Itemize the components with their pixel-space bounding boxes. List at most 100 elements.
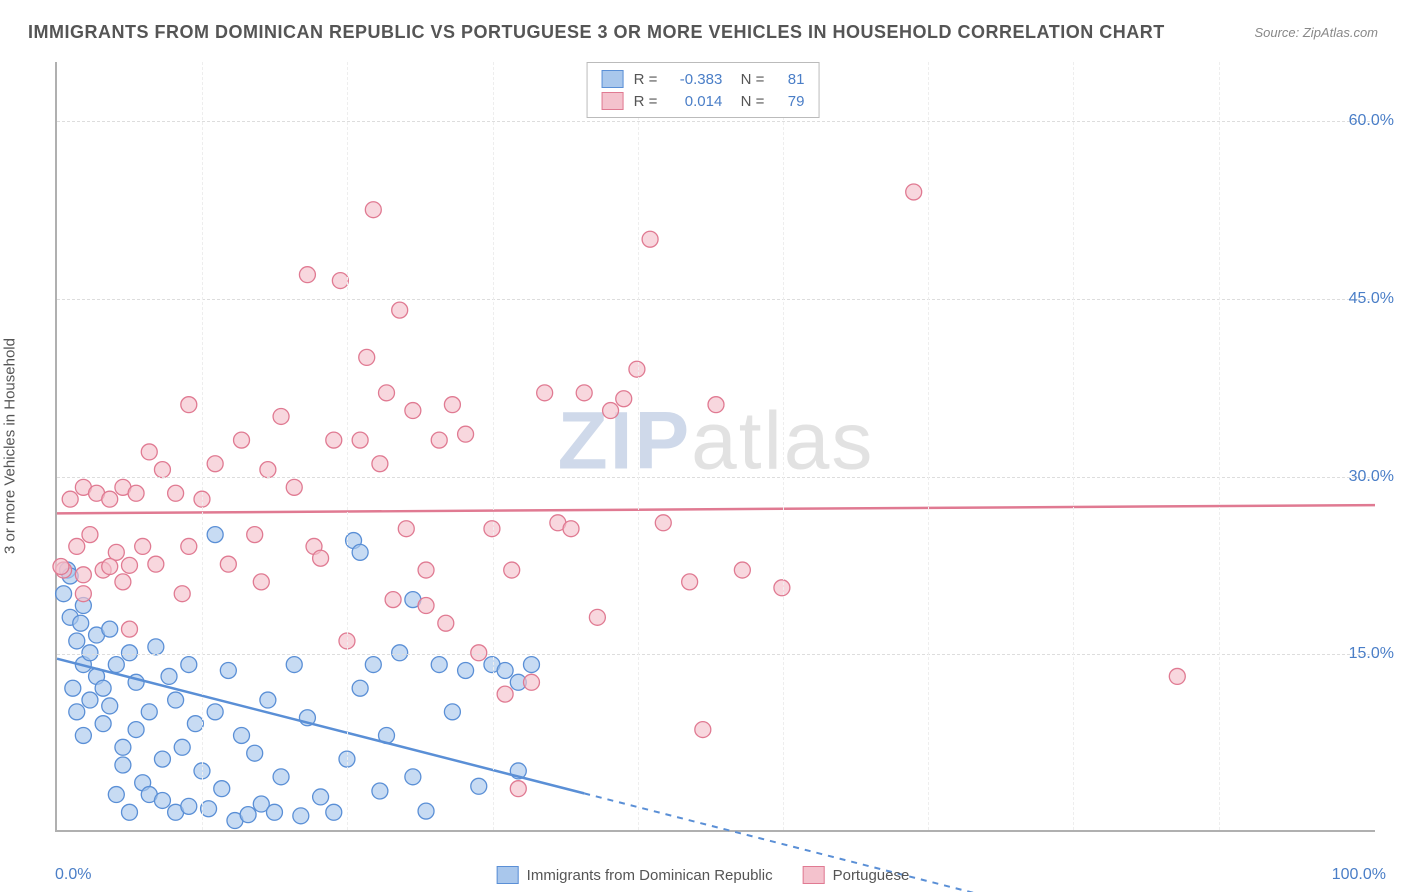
scatter-point bbox=[286, 657, 302, 673]
scatter-point bbox=[438, 615, 454, 631]
scatter-point bbox=[392, 645, 408, 661]
legend-stat-row: R =0.014 N =79 bbox=[602, 90, 805, 112]
scatter-point bbox=[266, 804, 282, 820]
scatter-point bbox=[187, 716, 203, 732]
scatter-point bbox=[73, 615, 89, 631]
y-tick-label: 60.0% bbox=[1349, 112, 1394, 130]
scatter-point bbox=[379, 385, 395, 401]
scatter-point bbox=[286, 479, 302, 495]
legend-series-item: Portuguese bbox=[803, 866, 910, 884]
scatter-point bbox=[82, 645, 98, 661]
scatter-point bbox=[352, 432, 368, 448]
scatter-point bbox=[273, 408, 289, 424]
scatter-point bbox=[247, 745, 263, 761]
scatter-point bbox=[115, 757, 131, 773]
plot-svg bbox=[57, 62, 1375, 830]
scatter-point bbox=[207, 704, 223, 720]
legend-r-label: R = bbox=[634, 93, 658, 110]
gridline-h bbox=[57, 477, 1375, 478]
gridline-v bbox=[1219, 62, 1220, 830]
scatter-point bbox=[181, 397, 197, 413]
legend-series-label: Portuguese bbox=[833, 867, 910, 884]
chart-title: IMMIGRANTS FROM DOMINICAN REPUBLIC VS PO… bbox=[28, 22, 1165, 43]
scatter-point bbox=[431, 657, 447, 673]
scatter-point bbox=[168, 485, 184, 501]
scatter-point bbox=[247, 527, 263, 543]
scatter-point bbox=[135, 538, 151, 554]
legend-swatch bbox=[803, 866, 825, 884]
scatter-point bbox=[115, 739, 131, 755]
scatter-point bbox=[313, 550, 329, 566]
plot-area: ZIPatlas bbox=[55, 62, 1375, 832]
scatter-point bbox=[444, 704, 460, 720]
scatter-point bbox=[122, 645, 138, 661]
scatter-point bbox=[214, 781, 230, 797]
scatter-point bbox=[161, 668, 177, 684]
scatter-point bbox=[62, 491, 78, 507]
scatter-point bbox=[504, 562, 520, 578]
scatter-point bbox=[82, 527, 98, 543]
scatter-point bbox=[56, 586, 72, 602]
scatter-point bbox=[365, 657, 381, 673]
scatter-point bbox=[1169, 668, 1185, 684]
legend-series: Immigrants from Dominican Republic Portug… bbox=[497, 866, 910, 884]
legend-r-value: -0.383 bbox=[667, 71, 722, 88]
y-tick-label: 15.0% bbox=[1349, 645, 1394, 663]
legend-n-value: 81 bbox=[774, 71, 804, 88]
scatter-point bbox=[458, 663, 474, 679]
scatter-point bbox=[95, 716, 111, 732]
x-tick-min: 0.0% bbox=[55, 866, 91, 884]
scatter-point bbox=[253, 574, 269, 590]
scatter-point bbox=[102, 698, 118, 714]
scatter-point bbox=[431, 432, 447, 448]
scatter-point bbox=[418, 562, 434, 578]
y-axis-label: 3 or more Vehicles in Household bbox=[2, 338, 19, 554]
scatter-point bbox=[418, 803, 434, 819]
scatter-point bbox=[708, 397, 724, 413]
scatter-point bbox=[102, 559, 118, 575]
scatter-point bbox=[405, 769, 421, 785]
scatter-point bbox=[589, 609, 605, 625]
source-attribution: Source: ZipAtlas.com bbox=[1254, 25, 1378, 40]
scatter-point bbox=[128, 485, 144, 501]
gridline-v bbox=[638, 62, 639, 830]
scatter-point bbox=[444, 397, 460, 413]
scatter-point bbox=[174, 586, 190, 602]
gridline-v bbox=[783, 62, 784, 830]
scatter-point bbox=[69, 704, 85, 720]
chart-container: IMMIGRANTS FROM DOMINICAN REPUBLIC VS PO… bbox=[0, 0, 1406, 892]
scatter-point bbox=[141, 444, 157, 460]
scatter-point bbox=[260, 692, 276, 708]
gridline-h bbox=[57, 121, 1375, 122]
scatter-point bbox=[273, 769, 289, 785]
gridline-v bbox=[1073, 62, 1074, 830]
scatter-point bbox=[458, 426, 474, 442]
scatter-point bbox=[181, 657, 197, 673]
scatter-point bbox=[365, 202, 381, 218]
scatter-point bbox=[240, 807, 256, 823]
legend-n-value: 79 bbox=[774, 93, 804, 110]
scatter-point bbox=[220, 663, 236, 679]
scatter-point bbox=[260, 462, 276, 478]
scatter-point bbox=[372, 783, 388, 799]
scatter-point bbox=[115, 574, 131, 590]
scatter-point bbox=[418, 598, 434, 614]
scatter-point bbox=[471, 645, 487, 661]
scatter-point bbox=[523, 657, 539, 673]
scatter-point bbox=[497, 663, 513, 679]
scatter-point bbox=[497, 686, 513, 702]
scatter-point bbox=[122, 557, 138, 573]
scatter-point bbox=[774, 580, 790, 596]
scatter-point bbox=[234, 432, 250, 448]
scatter-point bbox=[603, 403, 619, 419]
scatter-point bbox=[108, 657, 124, 673]
scatter-point bbox=[352, 544, 368, 560]
legend-series-label: Immigrants from Dominican Republic bbox=[527, 867, 773, 884]
scatter-point bbox=[642, 231, 658, 247]
gridline-v bbox=[347, 62, 348, 830]
scatter-point bbox=[695, 722, 711, 738]
scatter-point bbox=[510, 781, 526, 797]
gridline-h bbox=[57, 299, 1375, 300]
x-tick-max: 100.0% bbox=[1332, 866, 1386, 884]
legend-stats: R =-0.383 N =81R =0.014 N =79 bbox=[587, 62, 820, 118]
